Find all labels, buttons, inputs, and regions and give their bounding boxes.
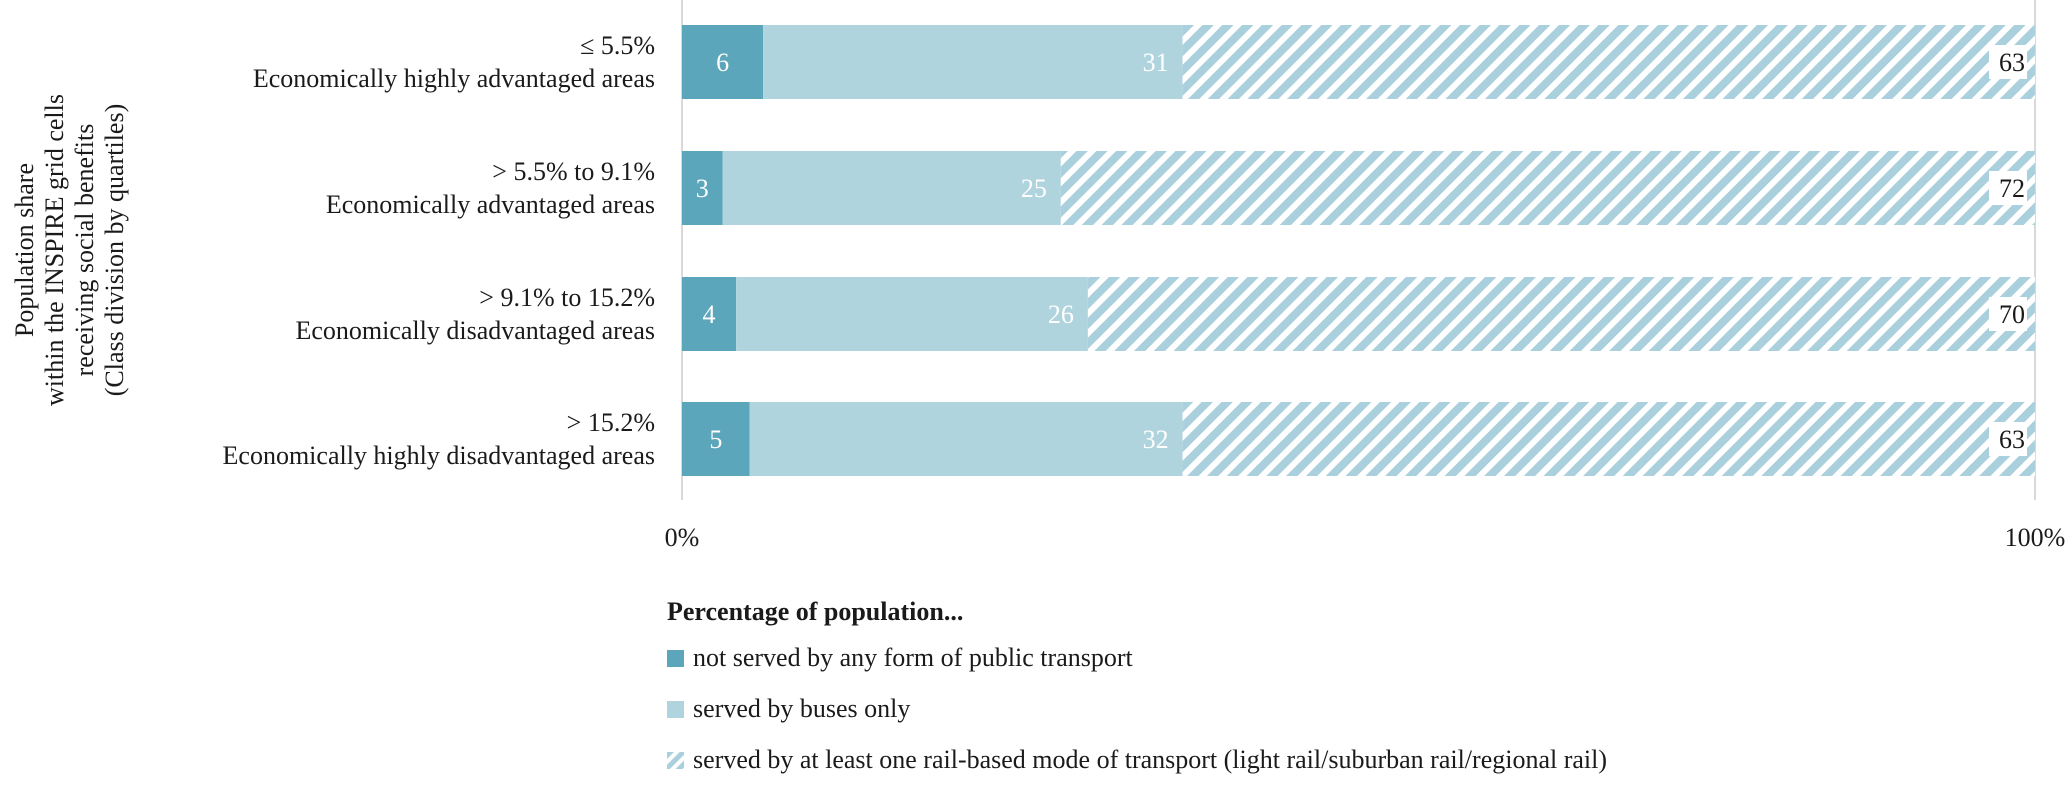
x-tick-label: 0% [665,523,700,552]
data-label: 5 [709,425,722,454]
data-label: 63 [1999,425,2025,454]
data-label: 4 [703,300,716,329]
category-range-label: > 15.2% [567,408,655,437]
data-label: 31 [1143,48,1169,77]
bar-segment-bus [763,25,1183,99]
category-name-label: Economically disadvantaged areas [295,316,655,345]
legend: Percentage of population... not served b… [667,596,1607,790]
data-label-background [1989,45,2027,79]
legend-item-rail: served by at least one rail-based mode o… [667,744,1607,776]
data-label: 63 [1999,48,2025,77]
data-label-background [1989,297,2027,331]
data-label: 32 [1143,425,1169,454]
x-tick-label: 100% [2005,523,2066,552]
bar-segment-none [682,25,764,99]
legend-swatch-rail [667,751,684,769]
data-label-background [1989,171,2027,205]
plot-area: ≤ 5.5% Economically highly advantaged are… [223,0,2066,552]
bar-segment-rail [1087,277,2035,351]
bar-segment-bus [736,277,1088,351]
category-range-label: > 9.1% to 15.2% [479,283,655,312]
data-label: 25 [1021,174,1047,203]
bar-segment-none [682,151,723,225]
legend-swatch-none [667,649,684,667]
category-name-label: Economically highly advantaged areas [253,64,655,93]
category-range-label: > 5.5% to 9.1% [492,157,655,186]
bar-segment-none [682,402,750,476]
data-label-background [1989,422,2027,456]
data-label: 26 [1048,300,1074,329]
legend-item-none: not served by any form of public transpo… [667,642,1607,674]
category-name-label: Economically advantaged areas [326,190,655,219]
bar-segment-rail [1182,25,2035,99]
bar-segment-bus [749,402,1183,476]
data-label: 6 [716,48,729,77]
category-name-label: Economically highly disadvantaged areas [223,441,655,470]
data-label: 70 [1999,300,2025,329]
legend-label: served by buses only [693,694,911,723]
legend-label: served by at least one rail-based mode o… [693,745,1608,774]
data-label: 72 [1999,174,2025,203]
bar-segment-bus [722,151,1061,225]
legend-title: Percentage of population... [667,597,964,626]
bar-segment-rail [1060,151,2035,225]
bar-segment-rail [1182,402,2035,476]
legend-item-bus: served by buses only [667,693,1607,725]
category-range-label: ≤ 5.5% [580,31,655,60]
legend-swatch-bus [667,700,684,718]
data-label: 3 [696,174,709,203]
legend-label: not served by any form of public transpo… [693,643,1133,672]
bar-segment-none [682,277,737,351]
